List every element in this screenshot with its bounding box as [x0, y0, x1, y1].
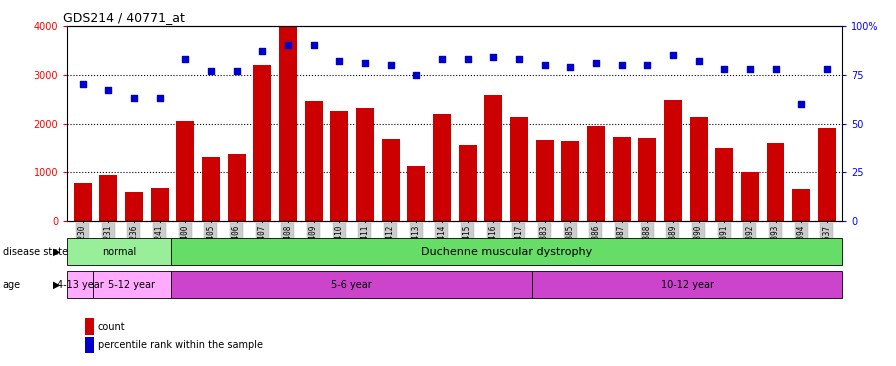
Bar	[254, 65, 271, 221]
Bar	[536, 140, 554, 221]
Bar	[638, 138, 656, 221]
Bar	[792, 189, 810, 221]
Text: disease state: disease state	[3, 247, 68, 257]
Bar	[93, 271, 170, 298]
Bar	[170, 271, 532, 298]
Text: count: count	[98, 322, 125, 332]
Point	[692, 58, 706, 64]
Bar	[73, 183, 91, 221]
Bar	[459, 145, 477, 221]
Bar	[228, 154, 246, 221]
Bar	[382, 139, 400, 221]
Text: age: age	[3, 280, 21, 290]
Point	[229, 68, 244, 74]
Point	[101, 87, 116, 93]
Point	[306, 42, 321, 48]
Text: 5-6 year: 5-6 year	[331, 280, 372, 290]
Bar	[151, 188, 168, 221]
Bar	[67, 238, 170, 265]
Bar	[818, 128, 836, 221]
Point	[794, 101, 808, 107]
Bar	[125, 192, 142, 221]
Point	[332, 58, 347, 64]
Point	[486, 54, 500, 60]
Bar	[587, 126, 605, 221]
Point	[75, 82, 90, 87]
Point	[255, 48, 270, 54]
Text: GDS214 / 40771_at: GDS214 / 40771_at	[64, 11, 185, 25]
Text: Duchenne muscular dystrophy: Duchenne muscular dystrophy	[421, 247, 592, 257]
Text: ▶: ▶	[54, 247, 61, 257]
Text: normal: normal	[102, 247, 136, 257]
Point	[769, 66, 783, 72]
Bar	[561, 141, 579, 221]
Point	[640, 62, 654, 68]
Bar	[408, 166, 426, 221]
Point	[743, 66, 757, 72]
Point	[538, 62, 552, 68]
Point	[203, 68, 218, 74]
Point	[589, 60, 603, 66]
Point	[409, 72, 424, 78]
Bar	[510, 117, 528, 221]
Bar	[433, 114, 451, 221]
Bar	[613, 137, 631, 221]
Bar	[741, 172, 759, 221]
Point	[358, 60, 372, 66]
Bar	[690, 117, 708, 221]
Point	[666, 52, 680, 58]
Point	[126, 95, 141, 101]
Bar	[484, 95, 502, 221]
Bar	[279, 16, 297, 221]
Text: percentile rank within the sample: percentile rank within the sample	[98, 340, 263, 350]
Point	[563, 64, 577, 70]
Bar	[99, 175, 117, 221]
Bar	[715, 149, 733, 221]
Bar	[202, 157, 220, 221]
Point	[615, 62, 629, 68]
Bar	[664, 100, 682, 221]
Bar	[305, 101, 323, 221]
Point	[280, 42, 295, 48]
Point	[178, 56, 193, 62]
Point	[435, 56, 449, 62]
Text: ▶: ▶	[54, 280, 61, 290]
Point	[820, 66, 834, 72]
Text: 10-12 year: 10-12 year	[660, 280, 714, 290]
Point	[383, 62, 398, 68]
Bar	[532, 271, 842, 298]
Bar	[177, 121, 194, 221]
Bar	[170, 238, 842, 265]
Bar	[331, 111, 349, 221]
Point	[717, 66, 731, 72]
Point	[461, 56, 475, 62]
Text: 4-13 year: 4-13 year	[56, 280, 104, 290]
Bar	[67, 271, 93, 298]
Bar	[767, 143, 785, 221]
Text: 5-12 year: 5-12 year	[108, 280, 155, 290]
Bar	[356, 108, 374, 221]
Point	[152, 95, 167, 101]
Point	[512, 56, 526, 62]
